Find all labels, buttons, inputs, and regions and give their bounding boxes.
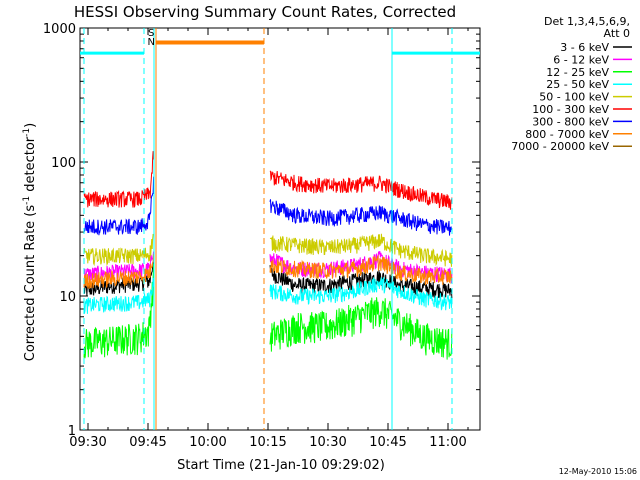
plot-frame: [79, 27, 481, 431]
series-line-5-post: [269, 170, 453, 210]
x-axis-label: Start Time (21-Jan-10 09:29:02): [177, 458, 385, 473]
x-tick-label: 10:45: [369, 435, 406, 450]
x-tick-label: 09:45: [129, 435, 166, 450]
footer-date: 12-May-2010 15:06: [559, 467, 637, 476]
y-axis-label-sup2: -1: [22, 128, 32, 137]
series-line-3-pre: [83, 277, 155, 314]
series-line-2-post: [269, 297, 453, 360]
legend-header: Det 1,3,4,5,6,9,: [544, 15, 630, 28]
x-tick-label: 10:30: [309, 435, 346, 450]
y-tick-label: 10: [59, 290, 76, 305]
series-line-7-post: [269, 254, 453, 286]
y-tick-label: 1: [68, 424, 76, 439]
series-line-6-post: [269, 199, 453, 236]
x-tick-label: 10:15: [249, 435, 286, 450]
flag-label: S: [148, 28, 154, 39]
y-axis-label-part1: Corrected Count Rate (s: [23, 205, 38, 362]
flag-label: N: [147, 37, 154, 48]
x-tick-label: 10:00: [189, 435, 226, 450]
y-axis-label-part3: ): [23, 123, 38, 128]
series-line-4-post: [269, 233, 453, 267]
y-axis-label: Corrected Count Rate (s-1 detector-1): [22, 123, 38, 361]
plot-area: 09:30 09:45 10:00 10:15 10:30 10:45 11:00 1 10 10…: [43, 22, 481, 450]
legend-label: 12 - 25 keV: [546, 66, 609, 79]
chart-title: HESSI Observing Summary Count Rates, Cor…: [74, 3, 456, 21]
legend-label: 3 - 6 keV: [560, 41, 609, 54]
legend-label: 300 - 800 keV: [532, 115, 609, 128]
series-line-7-pre: [83, 253, 155, 289]
legend-label: 7000 - 20000 keV: [511, 140, 609, 153]
series-line-6-pre: [83, 176, 155, 236]
y-axis-label-sup1: -1: [22, 196, 32, 205]
x-tick-label: 11:00: [429, 435, 466, 450]
series-line-2-pre: [83, 263, 155, 359]
y-tick-label: 100: [51, 156, 76, 171]
series-line-5-pre: [83, 151, 155, 208]
legend-header: Att 0: [604, 27, 630, 40]
legend-label: 800 - 7000 keV: [525, 128, 609, 141]
legend-label: 6 - 12 keV: [553, 53, 609, 66]
legend-label: 100 - 300 keV: [532, 103, 609, 116]
series-line-4-pre: [83, 233, 155, 267]
legend-label: 50 - 100 keV: [539, 91, 609, 104]
series-line-3-post: [269, 277, 453, 311]
x-tick-label: 09:30: [69, 435, 106, 450]
legend-label: 25 - 50 keV: [546, 78, 609, 91]
y-tick-label: 1000: [43, 22, 76, 37]
y-axis-label-part2: detector: [23, 136, 38, 196]
series-line-1-pre: [83, 251, 155, 282]
